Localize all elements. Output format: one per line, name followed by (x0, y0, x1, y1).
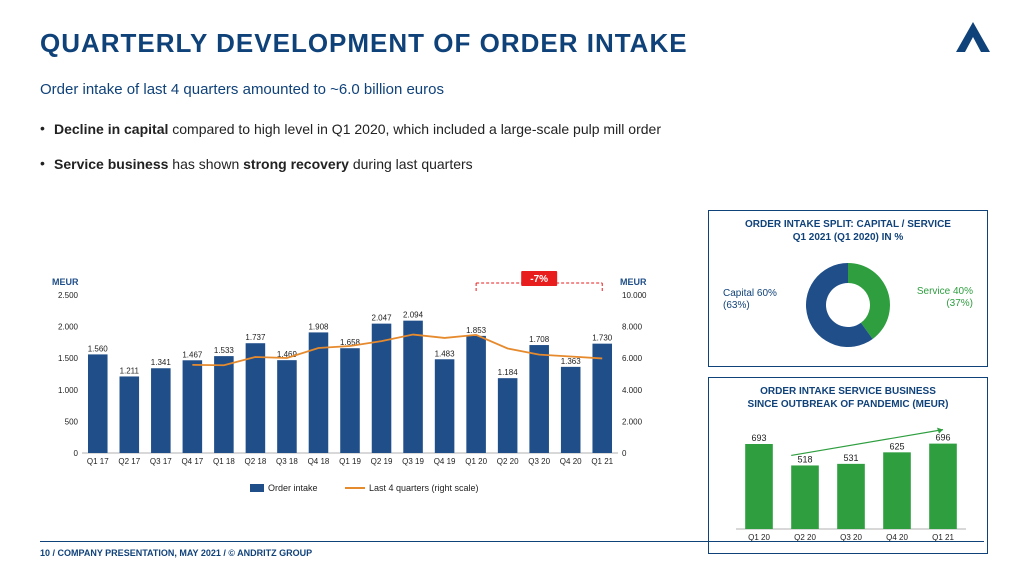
svg-text:1.184: 1.184 (498, 368, 519, 377)
donut-title: ORDER INTAKE SPLIT: CAPITAL / SERVICE Q1… (717, 219, 979, 244)
svg-text:1.853: 1.853 (466, 326, 487, 335)
bullet-dot-icon: • (40, 120, 54, 136)
svg-text:1.467: 1.467 (182, 350, 203, 359)
mini-title-l1: ORDER INTAKE SERVICE BUSINESS (760, 386, 936, 397)
donut-cap-prev: (63%) (723, 300, 750, 311)
donut-service-label: Service 40% (37%) (917, 286, 973, 310)
bullet-item: • Decline in capital compared to high le… (40, 120, 984, 139)
svg-text:1.000: 1.000 (58, 386, 79, 395)
bullet-rest: during last quarters (349, 156, 473, 172)
slide: QUARTERLY DEVELOPMENT OF ORDER INTAKE Or… (0, 0, 1024, 576)
svg-text:Q3 17: Q3 17 (150, 457, 172, 466)
svg-text:1.363: 1.363 (561, 357, 582, 366)
svg-text:1.908: 1.908 (308, 322, 329, 331)
svg-text:0: 0 (622, 449, 627, 458)
bullet-text: Decline in capital compared to high leve… (54, 120, 984, 139)
svg-text:Q3 19: Q3 19 (402, 457, 424, 466)
footer-divider (40, 541, 984, 542)
bullet-bold: Decline in capital (54, 121, 168, 137)
mini-chart-wrap: 693Q1 20518Q2 20531Q3 20625Q4 20696Q1 21 (717, 417, 979, 547)
donut-panel: ORDER INTAKE SPLIT: CAPITAL / SERVICE Q1… (708, 210, 988, 367)
donut-title-l1: ORDER INTAKE SPLIT: CAPITAL / SERVICE (745, 219, 951, 230)
mini-title: ORDER INTAKE SERVICE BUSINESS SINCE OUTB… (717, 386, 979, 411)
donut-svc-prev: (37%) (946, 298, 973, 309)
svg-text:Q1 19: Q1 19 (339, 457, 361, 466)
svg-text:10.000: 10.000 (622, 291, 647, 300)
svg-text:531: 531 (843, 453, 858, 463)
svg-text:Q3 20: Q3 20 (528, 457, 550, 466)
main-chart-svg: 0 500 1.000 1.500 2.000 2.500 0 2.000 4.000 6.000… (40, 265, 660, 505)
svg-text:8.000: 8.000 (622, 323, 643, 332)
donut-svc-pct: Service 40% (917, 286, 973, 297)
svg-text:Q1 21: Q1 21 (591, 457, 613, 466)
svg-text:-7%: -7% (530, 274, 548, 285)
svg-text:1.560: 1.560 (88, 344, 109, 353)
svg-text:Q1 17: Q1 17 (87, 457, 109, 466)
svg-text:Q4 19: Q4 19 (434, 457, 456, 466)
mini-title-l2: SINCE OUTBREAK OF PANDEMIC (MEUR) (748, 399, 949, 410)
svg-text:Q4 20: Q4 20 (560, 457, 582, 466)
svg-text:Q2 19: Q2 19 (371, 457, 393, 466)
svg-text:Order intake: Order intake (268, 483, 318, 493)
svg-text:2.000: 2.000 (622, 417, 643, 426)
page-title: QUARTERLY DEVELOPMENT OF ORDER INTAKE (40, 28, 984, 59)
svg-text:1.708: 1.708 (529, 335, 550, 344)
mini-chart-svg: 693Q1 20518Q2 20531Q3 20625Q4 20696Q1 21 (717, 417, 979, 547)
svg-text:1.211: 1.211 (120, 366, 140, 375)
svg-text:Q4 17: Q4 17 (181, 457, 203, 466)
bullet-bold: strong recovery (243, 156, 349, 172)
bullet-item: • Service business has shown strong reco… (40, 155, 984, 174)
svg-text:1.341: 1.341 (151, 358, 172, 367)
donut-capital-label: Capital 60% (63%) (723, 288, 777, 312)
svg-text:Q4 18: Q4 18 (308, 457, 330, 466)
svg-text:693: 693 (751, 433, 766, 443)
donut-cap-pct: Capital 60% (723, 288, 777, 299)
svg-text:518: 518 (797, 454, 812, 464)
bullet-rest: compared to high level in Q1 2020, which… (168, 121, 661, 137)
svg-text:Q1 20: Q1 20 (465, 457, 487, 466)
footer-text: 10 / COMPANY PRESENTATION, MAY 2021 / © … (40, 548, 312, 558)
svg-text:1.533: 1.533 (214, 346, 235, 355)
svg-text:Q2 20: Q2 20 (497, 457, 519, 466)
main-chart: 0 500 1.000 1.500 2.000 2.500 0 2.000 4.000 6.000… (40, 265, 660, 505)
bullet-list: • Decline in capital compared to high le… (40, 120, 984, 174)
bullet-dot-icon: • (40, 155, 54, 171)
svg-text:696: 696 (935, 433, 950, 443)
donut-title-l2: Q1 2021 (Q1 2020) IN % (793, 232, 904, 243)
subtitle: Order intake of last 4 quarters amounted… (40, 81, 984, 98)
svg-text:2.047: 2.047 (372, 314, 393, 323)
svg-text:2.094: 2.094 (403, 311, 424, 320)
svg-text:6.000: 6.000 (622, 354, 643, 363)
svg-text:1.500: 1.500 (58, 354, 79, 363)
company-logo-icon (956, 22, 990, 57)
svg-text:Last 4 quarters (right scale): Last 4 quarters (right scale) (369, 483, 479, 493)
svg-text:2.000: 2.000 (58, 323, 79, 332)
svg-text:1.737: 1.737 (245, 333, 266, 342)
svg-text:Q2 17: Q2 17 (118, 457, 140, 466)
svg-text:1.730: 1.730 (592, 334, 613, 343)
svg-text:4.000: 4.000 (622, 386, 643, 395)
svg-text:Q1 18: Q1 18 (213, 457, 235, 466)
bullet-bold: Service business (54, 156, 168, 172)
svg-text:MEUR: MEUR (52, 277, 79, 287)
bullet-mid: has shown (168, 156, 243, 172)
svg-text:Q2 18: Q2 18 (245, 457, 267, 466)
svg-text:625: 625 (889, 441, 904, 451)
right-panels: ORDER INTAKE SPLIT: CAPITAL / SERVICE Q1… (708, 210, 988, 564)
svg-text:500: 500 (65, 417, 79, 426)
svg-text:Q3 18: Q3 18 (276, 457, 298, 466)
svg-text:2.500: 2.500 (58, 291, 79, 300)
mini-chart-panel: ORDER INTAKE SERVICE BUSINESS SINCE OUTB… (708, 377, 988, 554)
bullet-text: Service business has shown strong recove… (54, 155, 984, 174)
svg-text:0: 0 (74, 449, 79, 458)
svg-text:1.483: 1.483 (435, 349, 456, 358)
donut-wrap: Capital 60% (63%) Service 40% (37%) (717, 250, 979, 360)
svg-text:MEUR: MEUR (620, 277, 647, 287)
